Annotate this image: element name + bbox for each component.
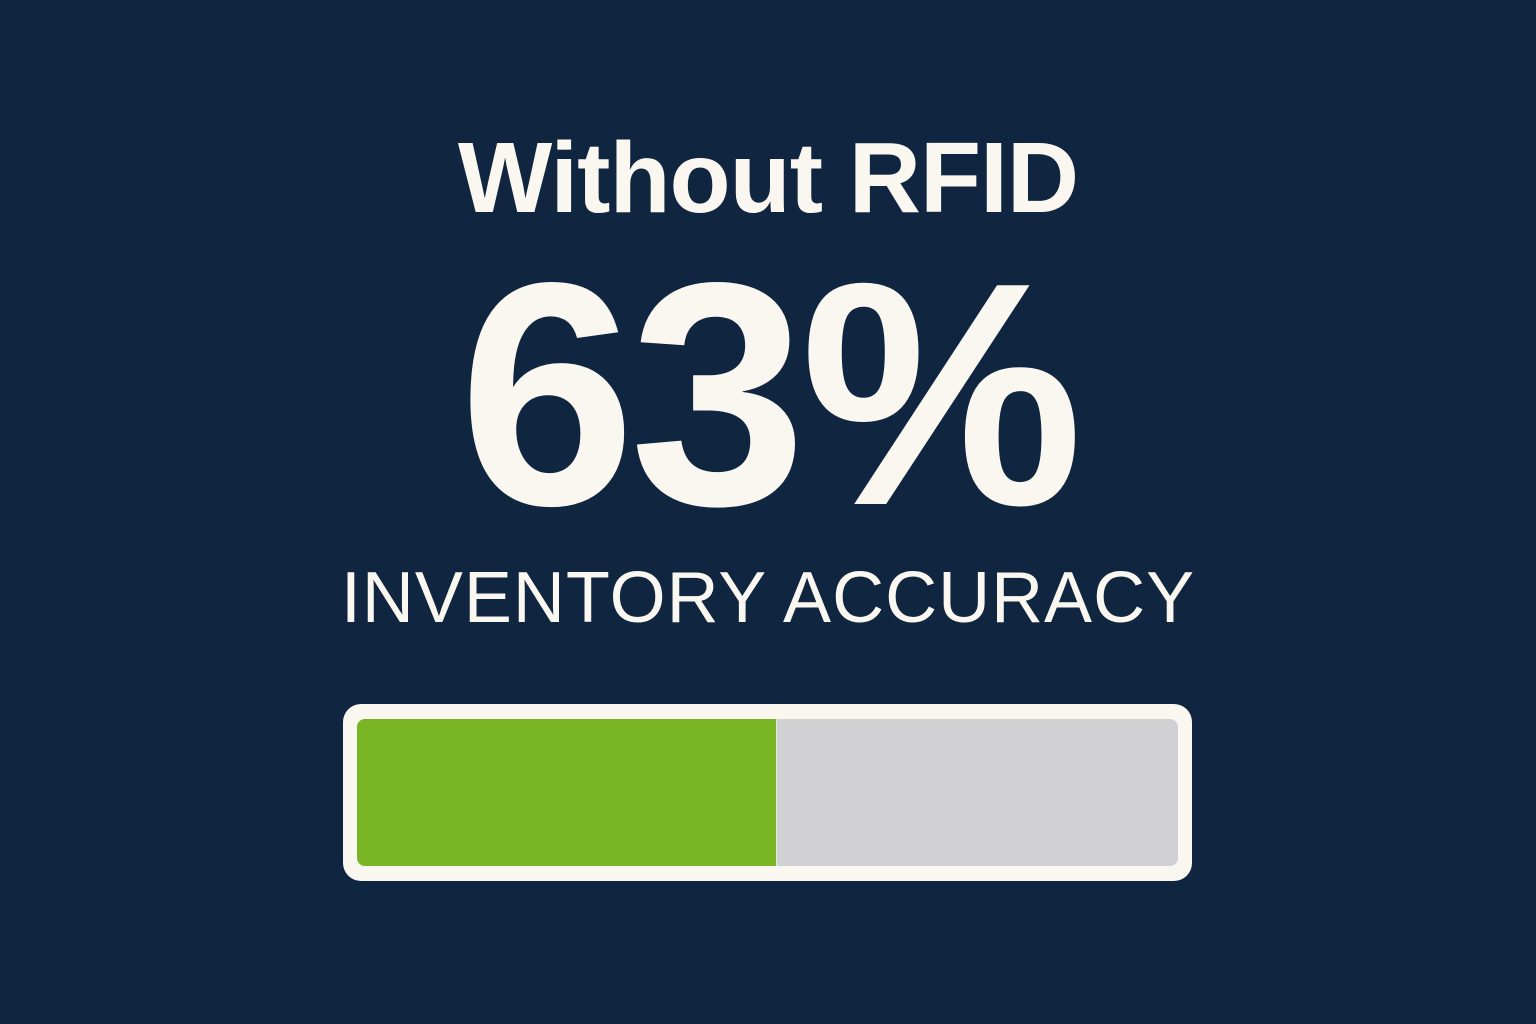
progress-fill [357,719,777,866]
heading: Without RFID [457,122,1079,234]
metric-label: INVENTORY ACCURACY [340,558,1196,638]
progress-track [357,719,1178,866]
metric-value: 63% [458,217,1083,572]
accuracy-progress-bar [343,704,1192,881]
